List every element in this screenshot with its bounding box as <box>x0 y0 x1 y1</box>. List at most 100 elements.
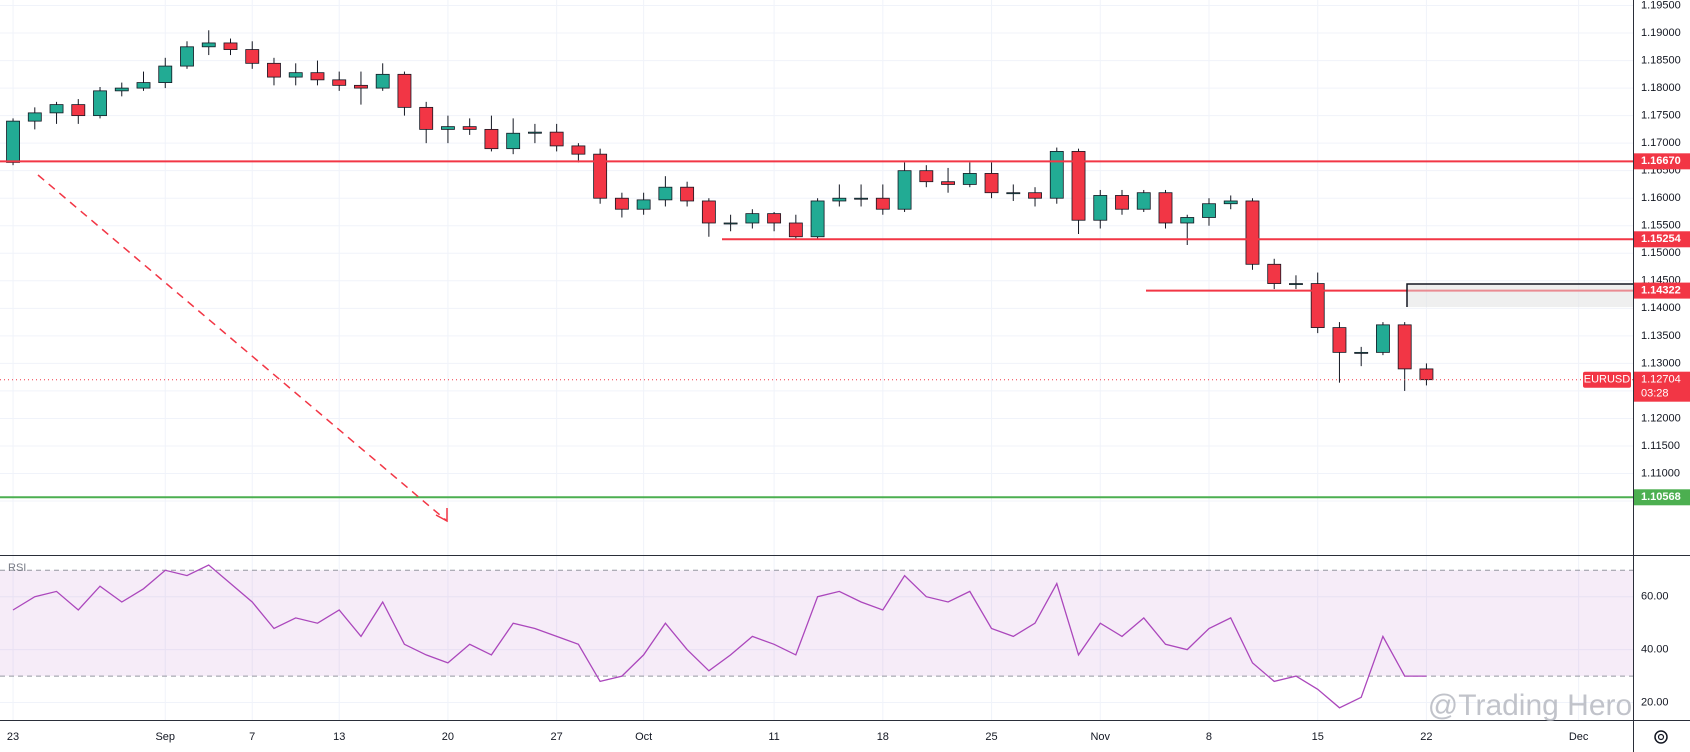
x-tick-label: Oct <box>635 731 652 743</box>
candle-body <box>680 186 695 202</box>
candle-body <box>1267 263 1282 284</box>
candle-body <box>788 222 803 238</box>
candle-body <box>1158 192 1173 224</box>
candle-body <box>6 120 20 163</box>
last-price-label: 1.12704 <box>1641 374 1681 386</box>
candle-body <box>1397 324 1412 370</box>
candle-body <box>441 126 455 130</box>
candle-body <box>1049 151 1064 199</box>
candle-body <box>1071 151 1086 221</box>
candle-body <box>1376 324 1390 353</box>
rsi-pane <box>0 564 1633 709</box>
candle-body <box>832 197 847 202</box>
y-tick-label: 1.17000 <box>1641 137 1681 149</box>
candle-body <box>1028 192 1042 199</box>
y-tick-label: 60.00 <box>1641 591 1669 603</box>
candle-body <box>745 213 760 224</box>
y-tick-label: 20.00 <box>1641 696 1669 708</box>
candle-body <box>484 128 499 150</box>
y-tick-label: 1.12000 <box>1641 412 1681 424</box>
drawn-box-edge <box>1406 283 1633 307</box>
candle-body <box>49 104 64 114</box>
level-label: 1.16670 <box>1641 155 1681 167</box>
y-tick-label: 1.16000 <box>1641 192 1681 204</box>
x-tick-label: 25 <box>985 731 997 743</box>
candle-body <box>1136 192 1151 210</box>
candle-body <box>180 46 194 67</box>
x-tick-label: Sep <box>155 731 175 743</box>
candle-body <box>897 170 912 210</box>
series-name: RSI <box>8 562 26 574</box>
symbol-label: EURUSD <box>1584 374 1631 386</box>
candle-body <box>245 49 260 64</box>
settings-icon[interactable] <box>1654 730 1668 744</box>
candle-body <box>332 79 347 86</box>
candle-body <box>310 72 325 81</box>
x-tick-label: 7 <box>249 731 255 743</box>
main-pane <box>0 30 1633 499</box>
candle-body <box>1354 351 1369 354</box>
rsi-band <box>0 570 1633 677</box>
x-tick-label: 18 <box>877 731 889 743</box>
candle-body <box>1289 283 1303 285</box>
symbol-box <box>1583 371 1631 388</box>
y-tick-label: 1.18500 <box>1641 54 1681 66</box>
x-tick-label: 8 <box>1206 731 1212 743</box>
x-tick-label: 20 <box>442 731 454 743</box>
x-tick-label: 23 <box>7 731 19 743</box>
candle-body <box>27 112 42 122</box>
level-label: 1.14322 <box>1641 285 1681 297</box>
candle-body <box>593 153 608 199</box>
candle-body <box>527 131 542 134</box>
candle-body <box>984 173 999 194</box>
candle-body <box>1180 217 1195 224</box>
x-tick-label: Nov <box>1090 731 1110 743</box>
candle-body <box>397 73 412 108</box>
level-label: 1.15254 <box>1641 233 1682 245</box>
candle-body <box>614 197 629 210</box>
candle-body <box>767 213 782 224</box>
candle-body <box>1202 203 1216 218</box>
drawn-box <box>1407 284 1633 307</box>
candle-body <box>1310 283 1325 329</box>
x-tick-label: 15 <box>1312 731 1324 743</box>
candle-body <box>93 90 107 117</box>
candle-body <box>201 42 216 48</box>
candle-body <box>1115 195 1129 210</box>
rsi-line <box>12 564 1427 709</box>
level-label-box <box>1633 282 1690 299</box>
candle-body <box>810 200 825 238</box>
level-label-box <box>1633 489 1690 506</box>
trend-arrow <box>37 174 448 522</box>
candle-body <box>71 104 86 117</box>
candle-body <box>136 82 151 89</box>
axes: 1.105001.110001.115001.120001.125001.130… <box>7 0 1690 743</box>
y-tick-label: 1.18000 <box>1641 82 1681 94</box>
y-tick-label: 1.11000 <box>1641 467 1680 479</box>
candle-body <box>636 199 651 210</box>
candle-body <box>875 197 890 210</box>
candle-body <box>1332 327 1347 353</box>
candle-body <box>506 132 521 150</box>
y-tick-label: 1.13000 <box>1641 357 1681 369</box>
x-tick-label: 27 <box>551 731 563 743</box>
y-tick-label: 1.11500 <box>1641 440 1680 452</box>
candle-body <box>658 186 673 201</box>
last-price-box <box>1633 371 1690 402</box>
x-tick-label: Dec <box>1569 731 1589 743</box>
watermark: @Trading Hero <box>1428 689 1632 722</box>
level-label-box <box>1633 153 1690 170</box>
x-tick-label: 13 <box>333 731 345 743</box>
candle-body <box>375 73 390 89</box>
y-tick-label: 1.14000 <box>1641 302 1681 314</box>
x-tick-label: 22 <box>1420 731 1432 743</box>
candle-body <box>1245 200 1260 265</box>
candle-body <box>1419 368 1434 381</box>
candle-body <box>223 42 238 50</box>
arrow-head <box>435 508 448 523</box>
level-label: 1.10568 <box>1641 491 1681 503</box>
y-tick-label: 1.15000 <box>1641 247 1681 259</box>
candle-body <box>114 87 129 92</box>
